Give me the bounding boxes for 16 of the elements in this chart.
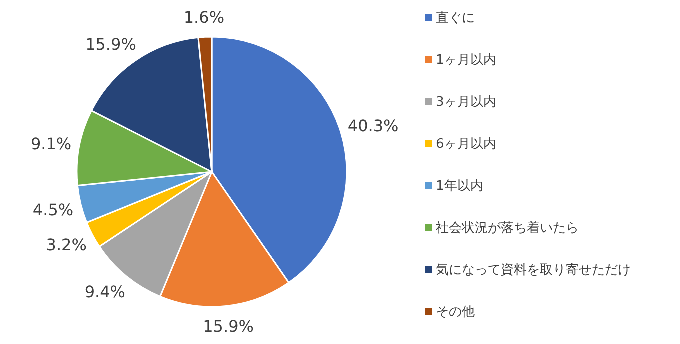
data-label: 1.6% (184, 8, 225, 28)
legend-label: その他 (436, 305, 475, 320)
legend-label: 6ヶ月以内 (436, 137, 496, 152)
data-label: 9.4% (84, 282, 126, 302)
data-label: 4.5% (32, 200, 74, 220)
legend-label: 直ぐに (436, 11, 475, 26)
legend-label: 社会状況が落ち着いたら (436, 220, 579, 236)
legend-label: 1ヶ月以内 (436, 53, 496, 68)
data-label: 9.1% (30, 134, 72, 154)
data-label: 40.3% (348, 116, 399, 136)
legend-label: 1年以内 (436, 179, 484, 194)
data-label: 15.9% (86, 35, 136, 54)
data-label: 3.2% (46, 235, 87, 254)
legend-label: 3ヶ月以内 (436, 95, 496, 110)
legend-label: 気になって資料を取り寄せただけ (436, 262, 631, 278)
data-label: 15.9% (203, 317, 254, 336)
